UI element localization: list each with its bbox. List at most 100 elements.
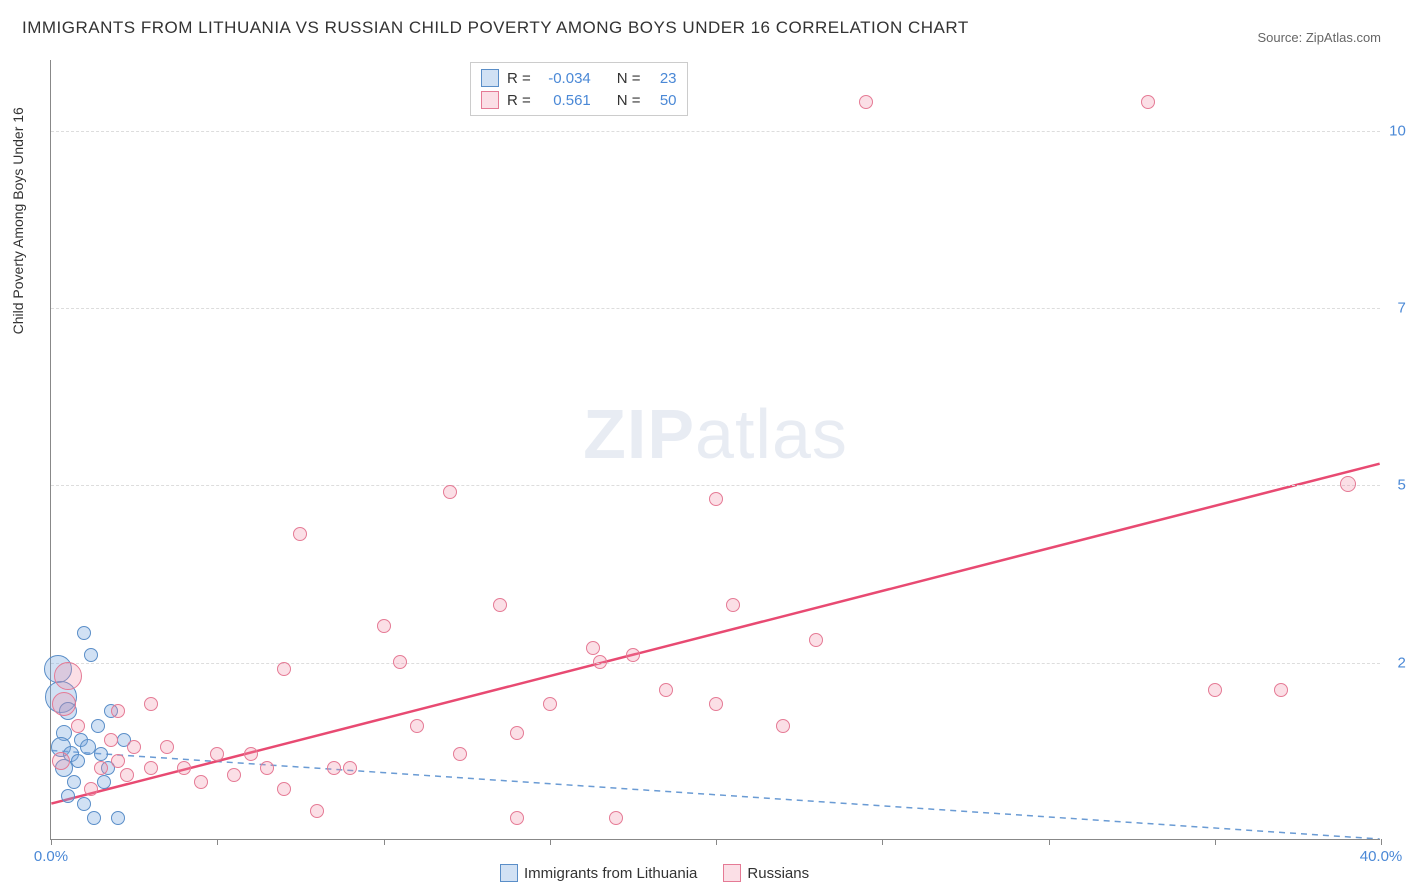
lithuania-point xyxy=(67,775,81,789)
russians-point xyxy=(144,761,158,775)
lithuania-point xyxy=(84,648,98,662)
lithuania-point xyxy=(87,811,101,825)
lithuania-point xyxy=(91,719,105,733)
russians-point xyxy=(227,768,241,782)
russians-point xyxy=(120,768,134,782)
n-value: 50 xyxy=(649,92,677,109)
watermark-atlas: atlas xyxy=(695,395,848,473)
legend-item: Russians xyxy=(723,864,809,882)
russians-point xyxy=(210,747,224,761)
gridline xyxy=(51,308,1380,309)
x-tick xyxy=(51,839,52,845)
russians-point xyxy=(443,485,457,499)
russians-point xyxy=(194,775,208,789)
legend-item: Immigrants from Lithuania xyxy=(500,864,697,882)
x-tick xyxy=(550,839,551,845)
russians-point xyxy=(84,782,98,796)
russians-point xyxy=(177,761,191,775)
series-legend: Immigrants from Lithuania Russians xyxy=(500,864,809,882)
y-tick-label: 25.0% xyxy=(1385,654,1406,671)
russians-point xyxy=(127,740,141,754)
gridline xyxy=(51,131,1380,132)
russians-point xyxy=(1208,683,1222,697)
legend-label: Russians xyxy=(747,865,809,882)
gridline xyxy=(51,485,1380,486)
russians-point xyxy=(809,633,823,647)
n-label: N = xyxy=(617,70,641,87)
gridline xyxy=(51,663,1380,664)
russians-point xyxy=(94,761,108,775)
n-value: 23 xyxy=(649,70,677,87)
chart-title: IMMIGRANTS FROM LITHUANIA VS RUSSIAN CHI… xyxy=(22,18,969,38)
russians-point xyxy=(410,719,424,733)
russians-point xyxy=(626,648,640,662)
russians-point xyxy=(493,598,507,612)
legend-stat-row: R =0.561N =50 xyxy=(481,89,677,111)
y-tick-label: 75.0% xyxy=(1385,300,1406,317)
russians-point xyxy=(510,726,524,740)
russians-point xyxy=(144,697,158,711)
x-tick xyxy=(1381,839,1382,845)
lithuania-point xyxy=(61,789,75,803)
russians-point xyxy=(310,804,324,818)
x-tick xyxy=(384,839,385,845)
r-value: 0.561 xyxy=(539,92,591,109)
russians-point xyxy=(659,683,673,697)
legend-swatch xyxy=(723,864,741,882)
russians-point xyxy=(859,95,873,109)
russians-point xyxy=(343,761,357,775)
russians-point xyxy=(586,641,600,655)
russians-point xyxy=(277,782,291,796)
russians-point xyxy=(327,761,341,775)
y-tick-label: 50.0% xyxy=(1385,477,1406,494)
x-tick xyxy=(882,839,883,845)
russians-point xyxy=(1340,476,1356,492)
russians-point xyxy=(593,655,607,669)
russians-point xyxy=(111,704,125,718)
russians-point xyxy=(377,619,391,633)
x-tick xyxy=(716,839,717,845)
correlation-legend: R = -0.034 N = 23R = 0.561 N = 50 xyxy=(470,62,688,116)
russians-point xyxy=(709,492,723,506)
x-tick-label: 0.0% xyxy=(34,848,68,865)
source-label: Source: ZipAtlas.com xyxy=(1257,30,1381,45)
r-value: -0.034 xyxy=(539,70,591,87)
n-label: N = xyxy=(617,92,641,109)
legend-swatch xyxy=(481,69,499,87)
russians-point xyxy=(1274,683,1288,697)
x-tick xyxy=(1215,839,1216,845)
russians-point xyxy=(52,752,70,770)
lithuania-trendline xyxy=(51,750,1379,839)
russians-point xyxy=(726,598,740,612)
russians-point xyxy=(293,527,307,541)
r-label: R = xyxy=(507,70,531,87)
watermark-zip: ZIP xyxy=(583,395,695,473)
russians-point xyxy=(709,697,723,711)
russians-point xyxy=(609,811,623,825)
russians-point xyxy=(52,692,76,716)
x-tick xyxy=(1049,839,1050,845)
legend-label: Immigrants from Lithuania xyxy=(524,865,697,882)
y-axis-label: Child Poverty Among Boys Under 16 xyxy=(10,107,26,334)
russians-point xyxy=(54,662,82,690)
russians-point xyxy=(776,719,790,733)
russians-point xyxy=(71,719,85,733)
watermark: ZIPatlas xyxy=(583,394,848,474)
legend-swatch xyxy=(481,91,499,109)
x-tick-label: 40.0% xyxy=(1360,848,1403,865)
legend-stat-row: R = -0.034 N = 23 xyxy=(481,67,677,89)
russians-point xyxy=(104,733,118,747)
x-tick xyxy=(217,839,218,845)
lithuania-point xyxy=(77,626,91,640)
russians-point xyxy=(260,761,274,775)
lithuania-point xyxy=(94,747,108,761)
lithuania-point xyxy=(97,775,111,789)
plot-area: ZIPatlas 25.0%50.0%75.0%100.0%0.0%40.0% xyxy=(50,60,1380,840)
trend-lines xyxy=(51,60,1380,839)
russians-point xyxy=(111,754,125,768)
russians-point xyxy=(393,655,407,669)
russians-point xyxy=(244,747,258,761)
lithuania-point xyxy=(111,811,125,825)
y-tick-label: 100.0% xyxy=(1385,122,1406,139)
russians-point xyxy=(160,740,174,754)
